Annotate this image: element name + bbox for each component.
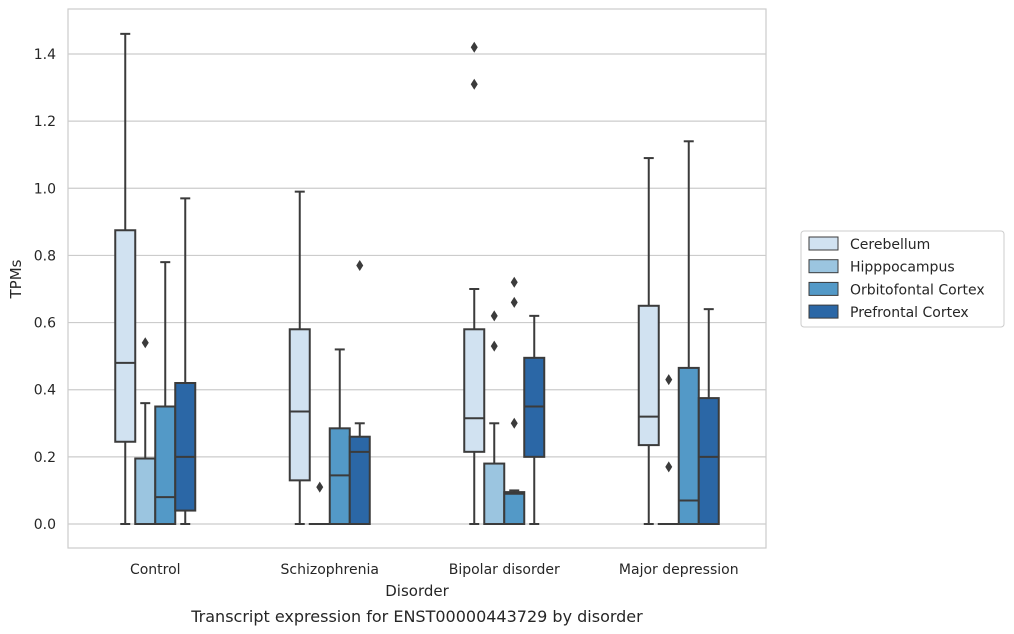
outlier-point bbox=[490, 310, 498, 322]
outlier-point bbox=[470, 41, 478, 53]
outlier-point bbox=[665, 374, 673, 386]
box-body bbox=[503, 491, 526, 526]
box-cerebellum bbox=[637, 157, 660, 525]
box-cerebellum bbox=[463, 41, 486, 525]
legend-swatch bbox=[808, 259, 839, 274]
x-tick-labels: Control Schizophrenia Bipolar disorder Majo… bbox=[130, 562, 739, 578]
box-body bbox=[697, 397, 720, 526]
outlier-point bbox=[356, 260, 364, 271]
x-tick-label: Bipolar disorder bbox=[449, 562, 560, 578]
box-prefrontal-cortex bbox=[174, 197, 197, 525]
legend-swatch bbox=[808, 236, 839, 251]
x-tick-label: Control bbox=[130, 562, 181, 578]
box-body bbox=[463, 328, 486, 453]
box-prefrontal-cortex bbox=[523, 314, 546, 525]
y-axis-title: TPMs bbox=[7, 259, 25, 299]
y-tick-label: 1.4 bbox=[34, 47, 56, 63]
y-tick-label: 0.4 bbox=[34, 383, 56, 399]
legend-label: Orbitofontal Cortex bbox=[850, 282, 985, 298]
y-tick-label: 0.2 bbox=[34, 450, 56, 466]
box-orbitofontal-cortex bbox=[154, 261, 177, 525]
boxes bbox=[114, 32, 720, 526]
box-hipppocampus bbox=[134, 337, 157, 525]
outlier-point bbox=[510, 276, 518, 288]
outlier-point bbox=[490, 340, 498, 352]
x-tick-label: Major depression bbox=[619, 562, 739, 578]
legend-label: Hipppocampus bbox=[850, 260, 955, 276]
legend-swatch bbox=[808, 304, 839, 319]
box-prefrontal-cortex bbox=[348, 260, 371, 526]
outlier-point bbox=[510, 296, 518, 308]
x-tick-label: Schizophrenia bbox=[281, 562, 379, 578]
box-cerebellum bbox=[114, 32, 137, 525]
legend-frame bbox=[800, 230, 1005, 328]
legend-label: Cerebellum bbox=[850, 237, 930, 253]
box-body bbox=[154, 405, 177, 525]
legend: Cerebellum Hipppocampus Orbitofontal Corte… bbox=[800, 230, 1005, 328]
y-tick-label: 0.8 bbox=[34, 248, 56, 264]
box-body bbox=[134, 457, 157, 525]
outlier-point bbox=[470, 78, 478, 90]
outlier-point bbox=[316, 481, 324, 493]
outlier-point bbox=[510, 417, 518, 429]
outlier-point bbox=[665, 461, 673, 473]
box-body bbox=[174, 382, 197, 512]
box-body bbox=[348, 435, 371, 526]
y-tick-label: 0.6 bbox=[34, 316, 56, 332]
box-orbitofontal-cortex bbox=[503, 276, 526, 526]
y-tick-label: 1.2 bbox=[34, 114, 56, 130]
box-body bbox=[114, 229, 137, 443]
box-hipppocampus bbox=[657, 374, 680, 526]
legend-swatch bbox=[808, 281, 839, 296]
box-body bbox=[288, 328, 311, 482]
y-tick-label: 1.0 bbox=[34, 181, 56, 197]
y-tick-label: 0.0 bbox=[34, 517, 56, 533]
box-orbitofontal-cortex bbox=[328, 348, 351, 526]
x-axis-title: Disorder bbox=[385, 582, 449, 600]
box-body bbox=[637, 304, 660, 447]
chart-caption: Transcript expression for ENST0000044372… bbox=[190, 607, 643, 626]
legend-label: Prefrontal Cortex bbox=[850, 305, 969, 321]
box-cerebellum bbox=[288, 190, 311, 525]
box-hipppocampus bbox=[483, 310, 506, 526]
box-body bbox=[483, 462, 506, 526]
y-tick-labels: 0.0 0.2 0.4 0.6 0.8 1.0 1.2 1.4 bbox=[34, 47, 56, 533]
outlier-point bbox=[141, 337, 149, 349]
box-prefrontal-cortex bbox=[697, 308, 720, 526]
